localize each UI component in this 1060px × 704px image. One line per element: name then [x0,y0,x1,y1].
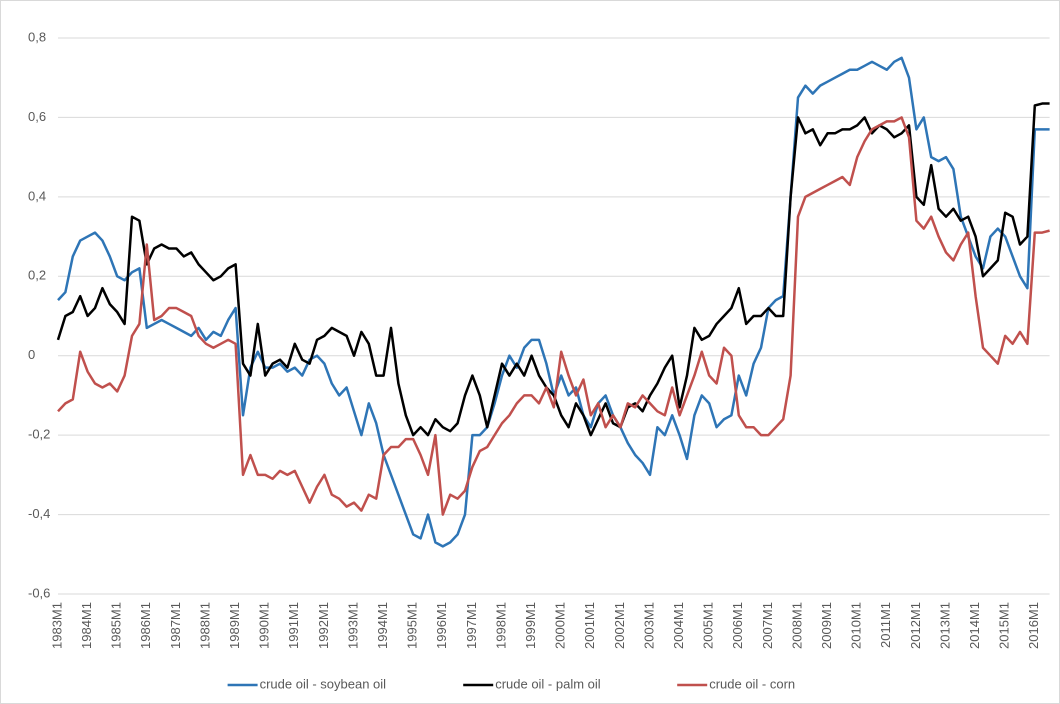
series-line [56,102,1050,437]
x-tick-label: 1996M1 [434,602,449,649]
x-tick-label: 1985M1 [109,602,124,649]
series-line [57,116,1050,516]
x-tick-label: 2007M1 [760,602,775,649]
y-tick-label: -0,6 [28,585,50,600]
x-tick-label: 2013M1 [937,602,952,649]
x-tick-label: 1986M1 [138,602,153,649]
x-tick-label: 2015M1 [997,602,1012,649]
x-tick-label: 2011M1 [878,602,893,648]
x-tick-label: 2001M1 [582,602,597,649]
x-tick-label: 2002M1 [612,602,627,649]
x-tick-label: 1983M1 [49,602,64,649]
y-tick-label: -0,4 [28,506,50,521]
x-tick-label: 1984M1 [79,602,94,649]
x-tick-label: 2009M1 [819,602,834,649]
x-tick-label: 2008M1 [789,602,804,649]
x-tick-label: 1999M1 [523,602,538,649]
legend-label: crude oil - palm oil [495,676,601,691]
x-tick-label: 1987M1 [168,602,183,649]
x-tick-label: 1995M1 [405,602,420,649]
x-tick-label: 1998M1 [493,602,508,649]
x-tick-label: 1991M1 [286,602,301,649]
x-tick-label: 1988M1 [197,602,212,649]
x-tick-label: 2005M1 [701,602,716,649]
x-tick-label: 1993M1 [345,602,360,649]
x-tick-label: 1992M1 [316,602,331,649]
x-tick-label: 1994M1 [375,602,390,649]
x-tick-label: 2014M1 [967,602,982,649]
x-tick-label: 2003M1 [641,602,656,649]
x-tick-label: 2000M1 [553,602,568,649]
x-tick-label: 1989M1 [227,602,242,649]
y-tick-label: 0,2 [28,268,46,283]
x-tick-label: 2010M1 [849,602,864,649]
y-tick-label: -0,2 [28,427,50,442]
legend-label: crude oil - corn [709,676,795,691]
x-tick-label: 2012M1 [908,602,923,649]
legend-label: crude oil - soybean oil [260,676,387,691]
y-tick-label: 0,8 [28,29,46,44]
y-tick-label: 0,6 [28,109,46,124]
x-tick-label: 1990M1 [257,602,272,649]
x-tick-label: 2016M1 [1026,602,1041,649]
x-tick-label: 1997M1 [464,602,479,649]
y-tick-label: 0,4 [28,188,46,203]
x-tick-label: 2004M1 [671,602,686,649]
y-tick-label: 0 [28,347,35,362]
x-tick-label: 2006M1 [730,602,745,649]
